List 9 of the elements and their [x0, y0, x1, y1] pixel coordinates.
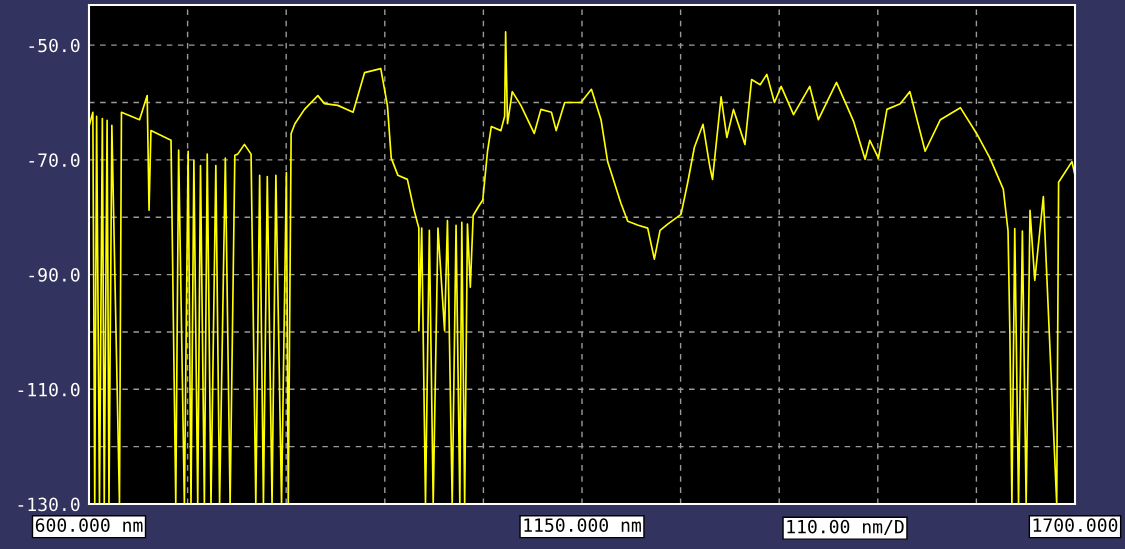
y-tick-label: -90.0: [29, 268, 80, 282]
x-tick-label: 600.000 nm: [35, 518, 143, 532]
y-tick-label: -130.0: [18, 497, 80, 512]
x-tick-label: 1150.000 nm: [524, 518, 641, 532]
x-tick-label: 1700.000: [1033, 518, 1118, 532]
y-tick-label: -70.0: [29, 153, 80, 168]
y-tick-label: -110.0: [18, 382, 80, 397]
text: 110.00 nm/D: [787, 519, 904, 535]
y-tick-label: -50.0: [29, 38, 80, 53]
